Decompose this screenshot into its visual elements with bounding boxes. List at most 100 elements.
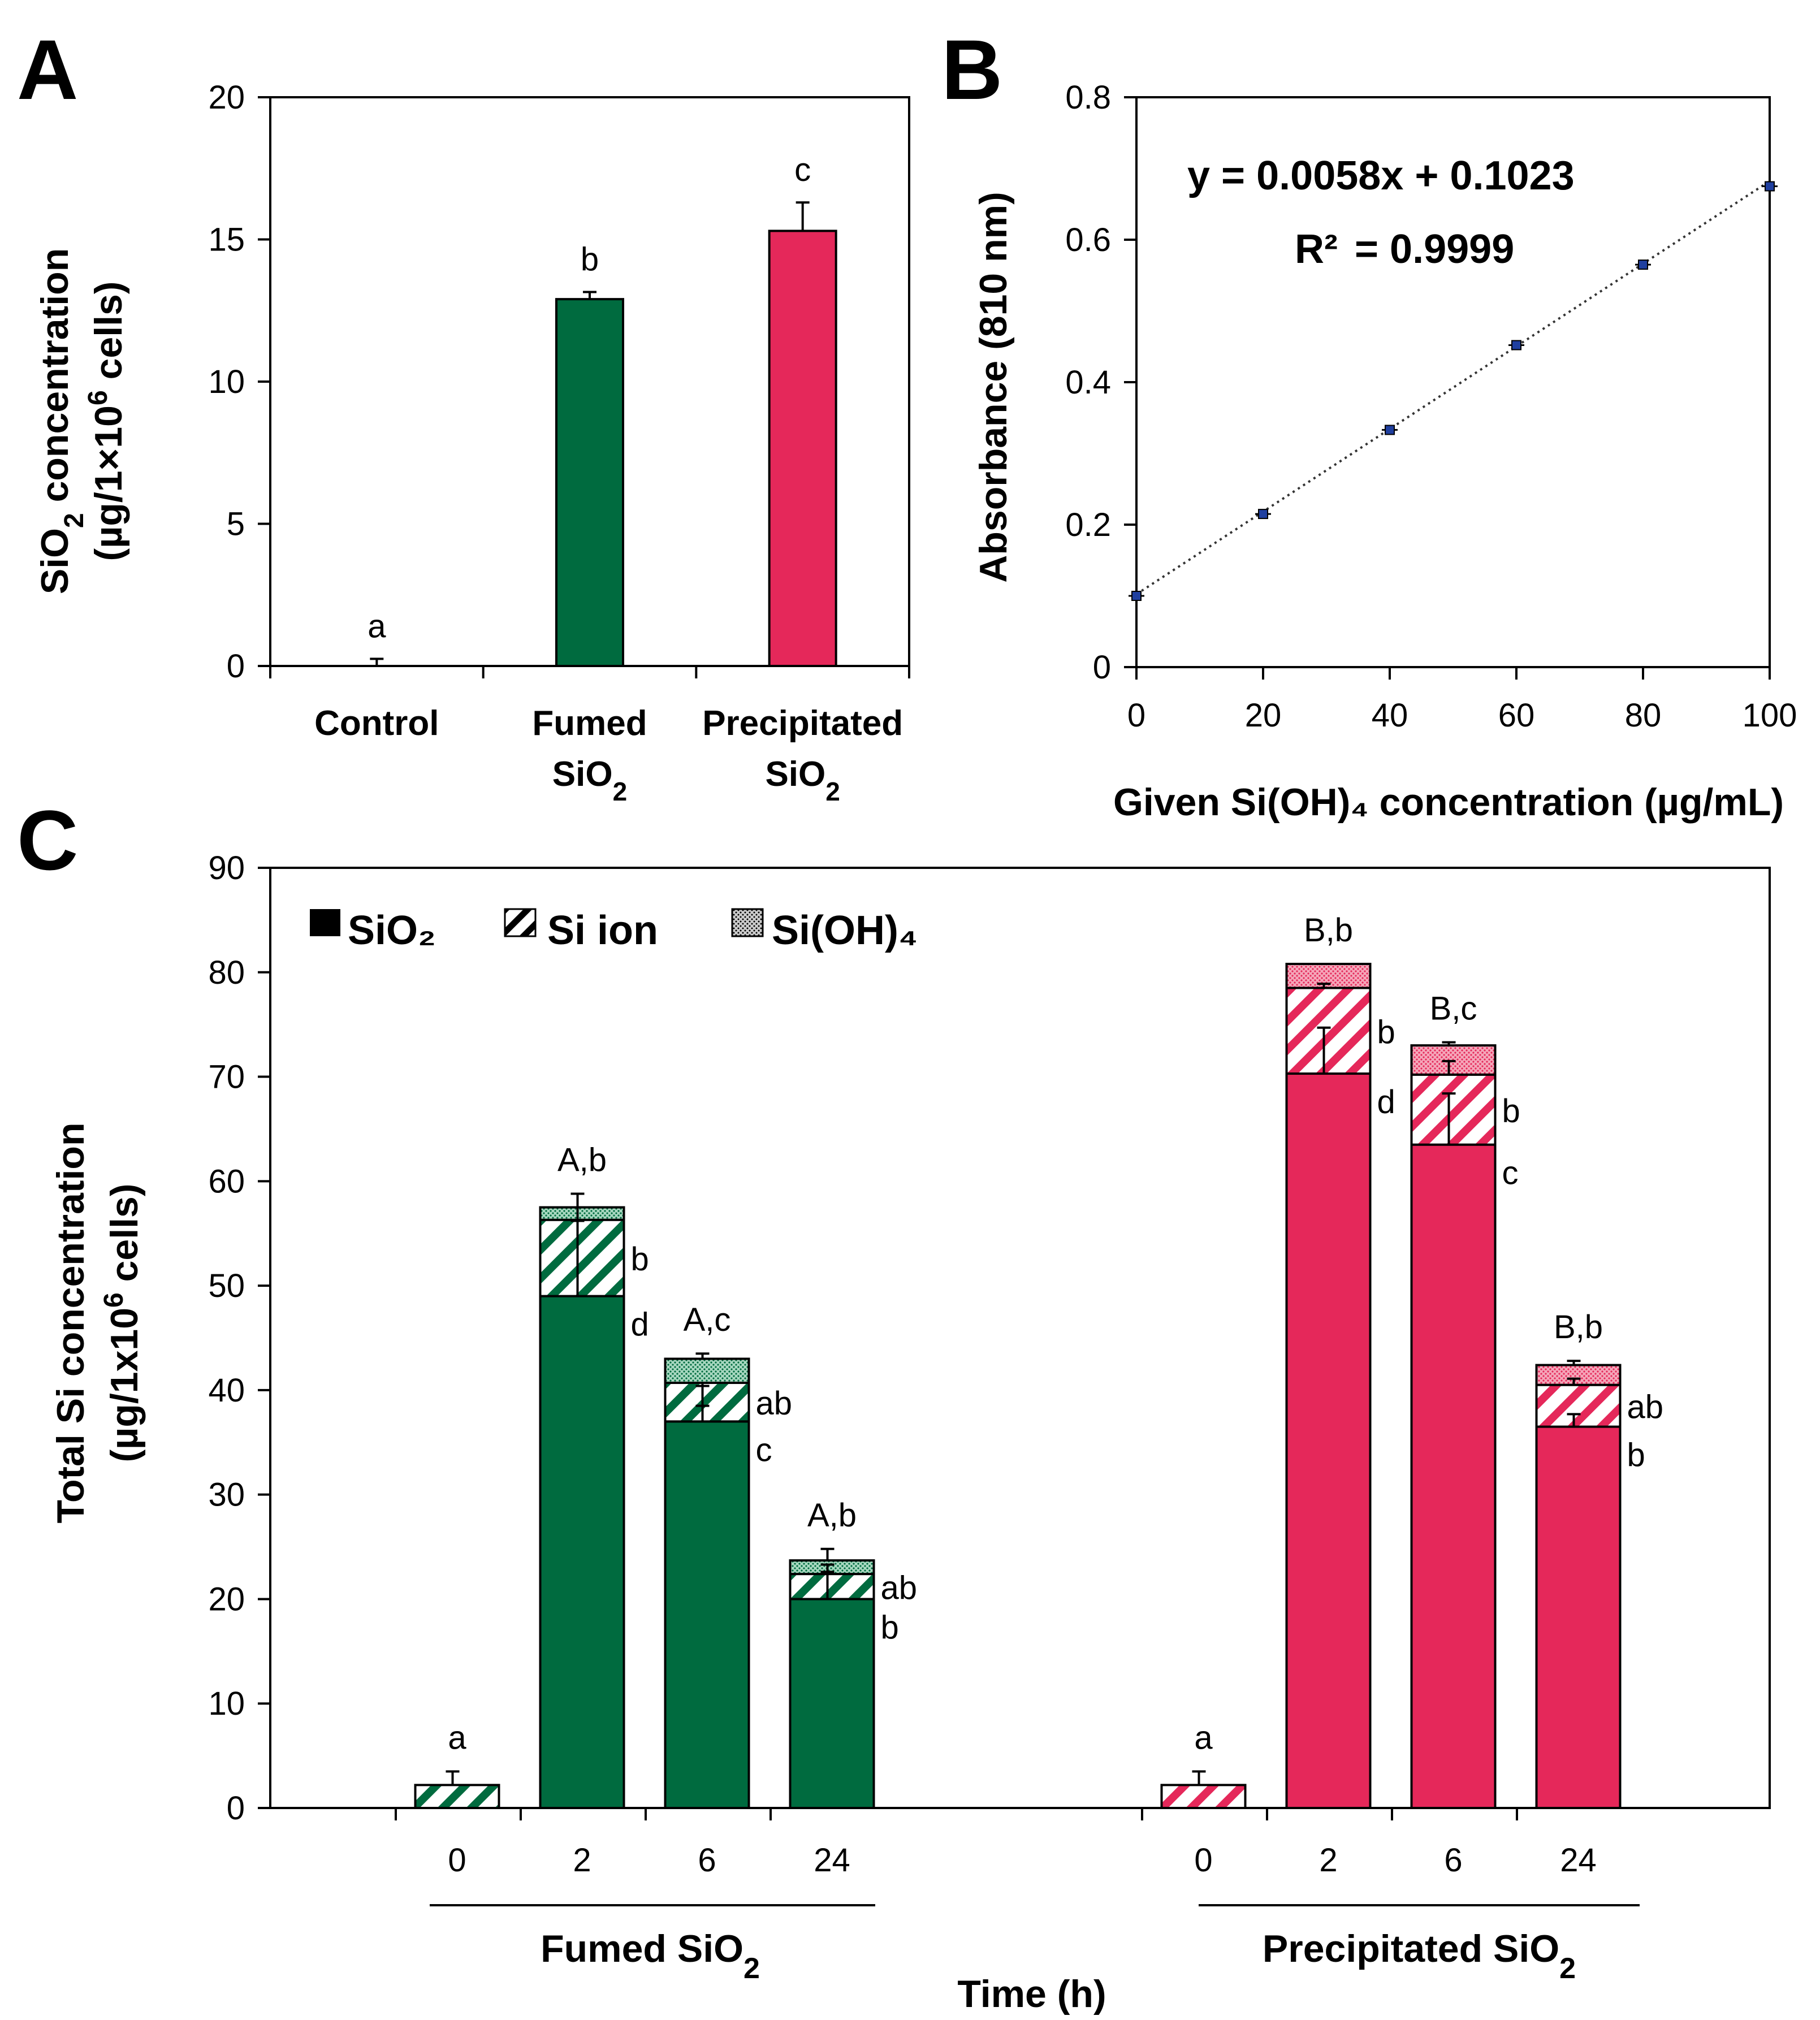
panel-b-y-tick-label: 0.6: [1065, 222, 1111, 258]
panel-c-time-label: 6: [1444, 1842, 1462, 1879]
panel-c-time-label: 0: [448, 1842, 466, 1879]
panel-c-side-label-lower: d: [631, 1307, 649, 1343]
panel-b-x-axis-title: Given Si(OH)₄ concentration (µg/mL): [1113, 781, 1784, 824]
panel-c-bar-sio2: [539, 1295, 625, 1809]
panel-c-side-label-upper: ab: [756, 1385, 793, 1422]
panel-c-y-tick-label: 10: [208, 1685, 245, 1722]
panel-c-time-label: 6: [698, 1842, 716, 1879]
panel-c-time-label: 2: [573, 1842, 591, 1879]
panel-c-y-tick-label: 40: [208, 1372, 245, 1409]
panel-a-y-tick-label: 0: [227, 648, 245, 685]
panel-c-side-label-lower: b: [881, 1609, 899, 1646]
panel-b-data-point: [1638, 259, 1648, 270]
panel-c-time-label: 0: [1194, 1842, 1212, 1879]
panel-a-category-label-line2-main: SiO: [765, 755, 825, 794]
panel-b-data-point: [1765, 181, 1775, 192]
panel-b-equation: y = 0.0058x + 0.1023: [1187, 153, 1575, 198]
panel-letter-b: B: [941, 22, 1002, 117]
panel-b-y-tick-label: 0.8: [1065, 79, 1111, 116]
panel-c-top-label: B,c: [1430, 990, 1477, 1027]
panel-letter-c: C: [17, 793, 78, 888]
panel-b-x-tick-label: 20: [1245, 697, 1282, 734]
panel-a-category-label-line2-sub: 2: [613, 777, 628, 806]
panel-a-y-title-line1: SiO2 concentration: [33, 248, 89, 594]
panel-c-top-label: B,b: [1554, 1309, 1603, 1346]
panel-c-side-label-lower: d: [1377, 1084, 1395, 1121]
panel-c-y-tick-label: 90: [208, 850, 245, 886]
legend-swatch-sio2: [310, 909, 340, 936]
panel-b: B Absorbance (810 nm) Given Si(OH)₄ conc…: [941, 22, 1797, 824]
legend-label-sioh4: Si(OH)₄: [772, 908, 918, 953]
panel-c-bar-sio2: [1535, 1425, 1622, 1809]
panel-c-side-label-lower: b: [1627, 1437, 1645, 1474]
group-label-precipitated: Precipitated SiO2: [1263, 1927, 1576, 1985]
legend-swatch-sioh4: [731, 908, 764, 937]
panel-c-y-tick-label: 0: [227, 1790, 245, 1827]
legend-label-si-ion: Si ion: [547, 908, 658, 953]
panel-c-bar-si-ion: [664, 1381, 750, 1423]
panel-c-plot-frame: [269, 867, 1771, 1809]
panel-b-x-tick-label: 40: [1372, 697, 1408, 734]
group-label-fumed: Fumed SiO2: [541, 1927, 760, 1985]
panel-c: C Total Si concentration (µg/1x106 cells…: [17, 793, 1771, 2015]
panel-a-plot: 05101520aControlbFumedSiO2cPrecipitatedS…: [208, 79, 910, 806]
panel-b-fit-line: [1135, 180, 1771, 595]
panel-b-plot: 0 0.2 0.4 0.6 0.8 0 20 40 60 80 100: [1065, 79, 1797, 734]
panel-c-y-title-line1: Total Si concentration: [49, 1122, 92, 1523]
panel-c-y-title-line2: (µg/1x106 cells): [99, 1183, 146, 1462]
panel-c-side-label-lower: c: [756, 1431, 772, 1468]
panel-c-side-label-upper: b: [1502, 1093, 1520, 1130]
panel-c-bar-sioh4: [1535, 1364, 1622, 1386]
panel-a-bar: [768, 230, 837, 668]
panel-b-y-tick-label: 0: [1093, 649, 1111, 686]
panel-c-y-tick-label: 50: [208, 1268, 245, 1304]
panel-c-bar-si-ion: [1410, 1073, 1497, 1146]
panel-b-data-point: [1385, 425, 1395, 435]
panel-c-side-label-upper: ab: [881, 1569, 918, 1606]
panel-a-category-label-line2: SiO2: [552, 755, 627, 806]
panel-a-category-label: Fumed: [532, 704, 647, 743]
panel-c-top-label: a: [448, 1719, 466, 1756]
panel-a-category-label-line2-main: SiO: [552, 755, 613, 794]
panel-b-r2: R² = 0.9999: [1295, 227, 1514, 272]
panel-c-bar-sioh4: [664, 1357, 750, 1384]
panel-c-bar-si-ion: [539, 1218, 625, 1297]
panel-c-bar-sioh4: [539, 1206, 625, 1221]
panel-c-bar-si-ion: [1285, 987, 1372, 1075]
panel-c-plot: 0102030405060708090a0A,bbd2A,cabc6A,babb…: [208, 850, 1771, 1879]
panel-a-category-label: Control: [314, 704, 439, 743]
panel-c-y-tick-label: 70: [208, 1059, 245, 1096]
panel-a-y-tick-label: 10: [208, 364, 245, 400]
panel-a-y-tick-label: 5: [227, 506, 245, 543]
panel-c-bar-si-ion: [414, 1784, 500, 1809]
panel-b-r2-label: R²: [1295, 227, 1338, 272]
panel-a-significance-letter: a: [368, 608, 386, 645]
panel-c-top-label: a: [1194, 1719, 1213, 1756]
panel-c-y-axis-title: Total Si concentration (µg/1x106 cells): [49, 1122, 146, 1523]
panel-c-side-label-upper: b: [631, 1241, 649, 1278]
panel-c-side-label-upper: ab: [1627, 1389, 1664, 1426]
panel-c-side-label-lower: c: [1502, 1155, 1519, 1192]
panel-a-y-title-line2: (µg/1×106 cells): [83, 282, 131, 561]
panel-c-time-label: 2: [1319, 1842, 1337, 1879]
panel-c-bar-si-ion: [1160, 1784, 1247, 1809]
panel-b-y-tick-label: 0.4: [1065, 364, 1111, 401]
panel-c-bar-sio2: [789, 1598, 875, 1809]
panel-letter-a: A: [17, 22, 78, 117]
panel-a: A SiO2 concentration (µg/1×106 cells) 0 5…: [17, 22, 910, 806]
panel-c-bar-si-ion: [789, 1573, 875, 1601]
legend-swatch-si-ion: [504, 908, 537, 937]
panel-c-legend: SiO₂ Si ion Si(OH)₄: [310, 908, 918, 953]
panel-b-r2-value: = 0.9999: [1355, 227, 1514, 272]
panel-b-x-tick-label: 60: [1498, 697, 1535, 734]
panel-b-x-tick-label: 100: [1743, 697, 1797, 734]
panel-c-bar-sio2: [664, 1420, 750, 1810]
panel-a-category-label-line2-sub: 2: [825, 777, 840, 806]
panel-c-time-label: 24: [1560, 1842, 1597, 1879]
legend-label-sio2: SiO₂: [348, 908, 436, 953]
panel-c-y-tick-label: 60: [208, 1163, 245, 1200]
panel-c-time-label: 24: [814, 1842, 850, 1879]
panel-c-side-label-upper: b: [1377, 1014, 1395, 1050]
panel-c-y-tick-label: 80: [208, 954, 245, 991]
panel-b-y-tick-label: 0.2: [1065, 507, 1111, 543]
